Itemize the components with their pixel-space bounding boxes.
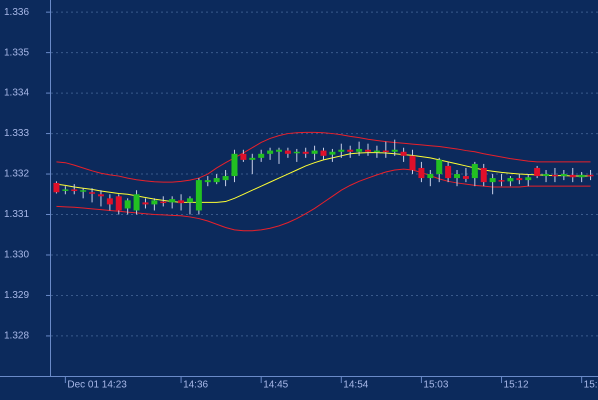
y-tick-label: 1.329 xyxy=(4,290,29,301)
candle-body xyxy=(391,149,398,152)
candle-body xyxy=(356,148,363,152)
candle-body xyxy=(195,180,202,211)
candle-body xyxy=(178,200,185,204)
candle-body xyxy=(560,174,567,177)
y-tick-label: 1.331 xyxy=(4,209,29,220)
candle-body xyxy=(498,180,505,182)
candle-body xyxy=(338,149,345,152)
candle-body xyxy=(409,155,416,170)
candle-body xyxy=(240,153,247,160)
band-line xyxy=(56,131,591,183)
candle-body xyxy=(204,180,211,183)
band-line xyxy=(56,152,591,203)
candle-body xyxy=(543,174,550,177)
y-tick-label: 1.328 xyxy=(4,331,29,342)
x-tick-label: 15:12 xyxy=(504,380,529,391)
y-tick-label: 1.333 xyxy=(4,128,29,139)
candle-body xyxy=(551,174,558,177)
candle-body xyxy=(480,167,487,183)
candle-body xyxy=(471,163,478,179)
candle-body xyxy=(62,189,69,191)
candle-body xyxy=(151,200,158,205)
candle-body xyxy=(249,157,256,160)
candle-body xyxy=(267,150,274,154)
candle-body xyxy=(53,182,60,193)
candle-body xyxy=(275,149,282,152)
candle-body xyxy=(142,202,149,205)
candle-body xyxy=(160,201,167,204)
candle-body xyxy=(80,190,87,192)
candle-body xyxy=(454,174,461,179)
candle-body xyxy=(418,167,425,179)
y-tick-label: 1.330 xyxy=(4,250,29,261)
candle-body xyxy=(311,150,318,154)
y-tick-label: 1.334 xyxy=(4,88,29,99)
candle-body xyxy=(445,165,452,179)
candle-body xyxy=(569,174,576,178)
candle-body xyxy=(365,149,372,152)
candle-body xyxy=(169,199,176,203)
candle-body xyxy=(133,194,140,211)
candle-body xyxy=(222,176,229,181)
candle-body xyxy=(97,194,104,197)
candle-body xyxy=(400,151,407,156)
candle-body xyxy=(507,178,514,182)
candle-body xyxy=(462,176,469,179)
y-tick-label: 1.336 xyxy=(4,7,29,18)
y-tick-label: 1.335 xyxy=(4,47,29,58)
candle-body xyxy=(115,196,122,211)
candle-body xyxy=(436,159,443,175)
candle-body xyxy=(578,174,585,178)
candle-body xyxy=(124,200,131,209)
candle-body xyxy=(106,198,113,205)
candle-body xyxy=(71,189,78,192)
candle-body xyxy=(382,150,389,153)
x-tick-label: 14:54 xyxy=(343,380,368,391)
candle-body xyxy=(534,167,541,177)
x-tick-label: 15:03 xyxy=(423,380,448,391)
y-tick-label: 1.332 xyxy=(4,169,29,180)
candle-body xyxy=(302,151,309,154)
candle-body xyxy=(213,178,220,183)
candle-body xyxy=(347,149,354,152)
candle-body xyxy=(373,150,380,153)
candle-body xyxy=(320,150,327,156)
candle-body xyxy=(587,174,594,177)
candle-body xyxy=(284,150,291,154)
band-line xyxy=(56,168,591,232)
candle-body xyxy=(231,153,238,177)
x-tick-label: 15:21 xyxy=(584,380,598,391)
x-tick-label: 14:45 xyxy=(263,380,288,391)
candle-body xyxy=(258,153,265,158)
candle-body xyxy=(427,174,434,179)
candle-body xyxy=(293,151,300,154)
candle-body xyxy=(489,178,496,183)
x-tick-label: 14:36 xyxy=(183,380,208,391)
candle-body xyxy=(89,192,96,194)
candle-body xyxy=(186,198,193,203)
candle-body xyxy=(525,177,532,181)
x-tick-label: Dec 01 14:23 xyxy=(67,380,127,391)
candle-body xyxy=(516,178,523,181)
candle-body xyxy=(329,151,336,155)
